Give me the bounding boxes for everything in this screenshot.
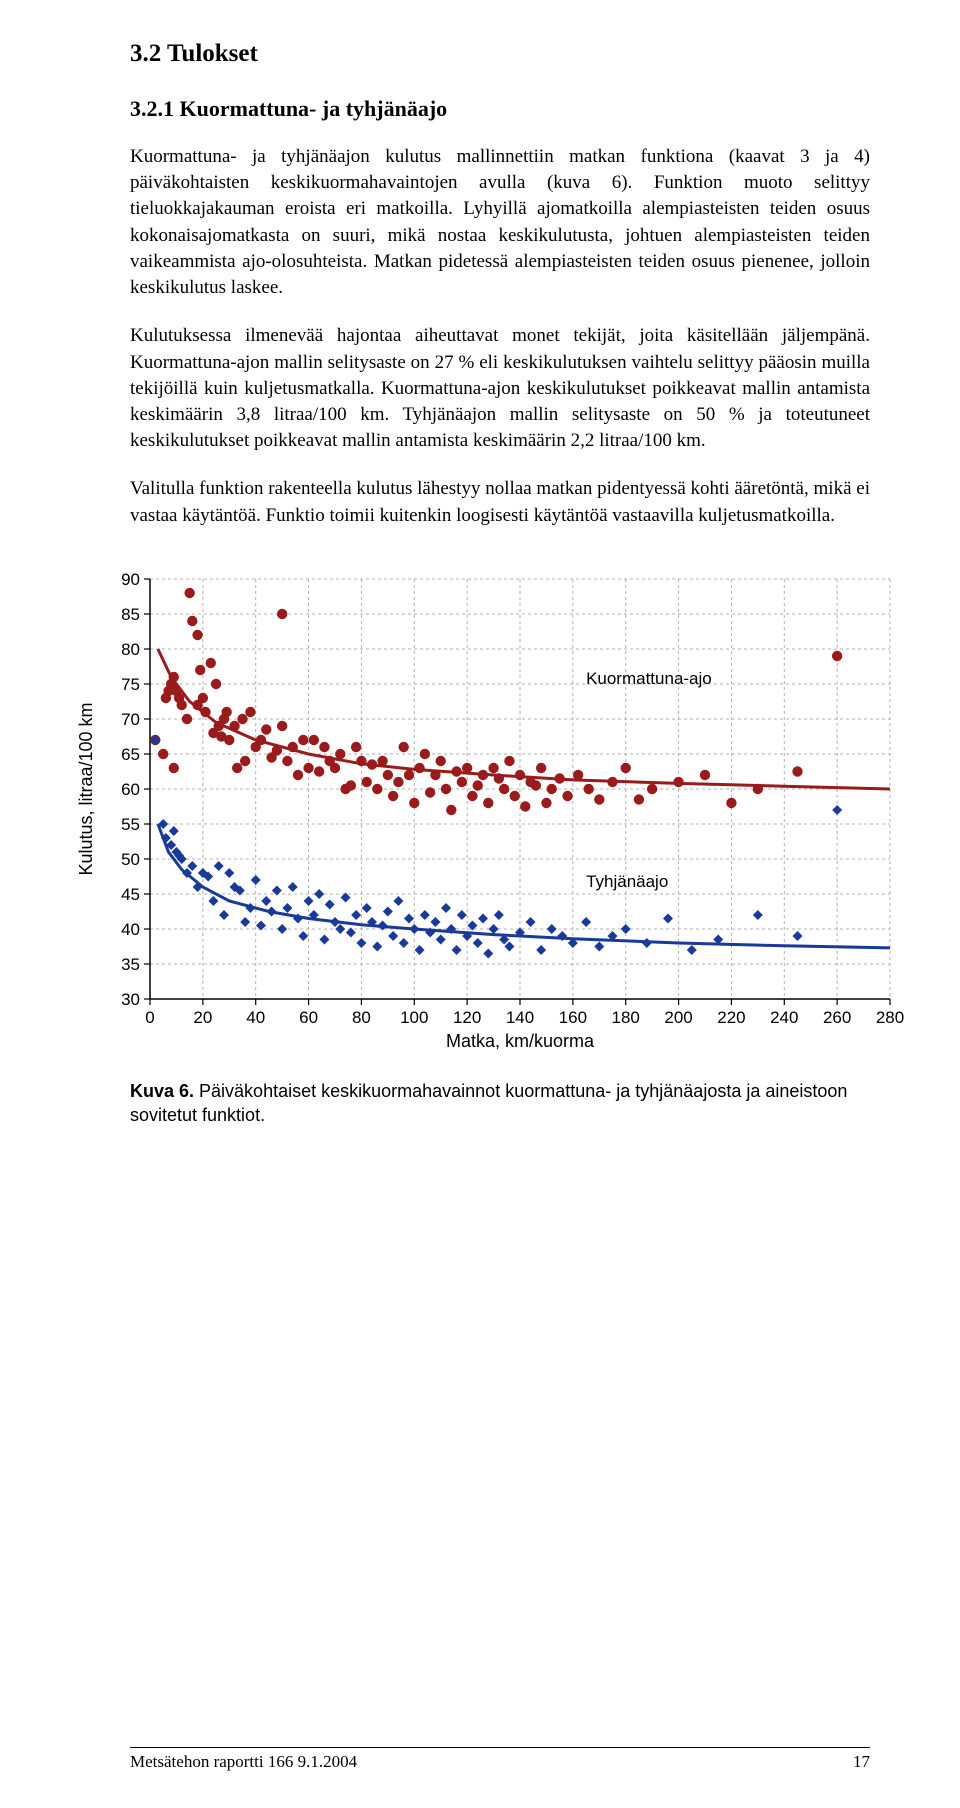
page-footer: Metsätehon raportti 166 9.1.2004 17	[130, 1747, 870, 1772]
chart-svg: 30 35 40 45 50 55 60 65 70 75 80 85 90 0 20 40 60 80 100 12…	[60, 559, 910, 1059]
svg-text:40: 40	[246, 1008, 265, 1027]
page: 3.2 Tulokset 3.2.1 Kuormattuna- ja tyhjä…	[0, 0, 960, 1808]
footer-page-number: 17	[853, 1752, 870, 1772]
caption-label: Kuva 6.	[130, 1081, 194, 1101]
svg-text:Tyhjänäajo: Tyhjänäajo	[586, 872, 668, 891]
svg-text:20: 20	[193, 1008, 212, 1027]
svg-text:200: 200	[664, 1008, 692, 1027]
svg-text:70: 70	[121, 710, 140, 729]
svg-text:60: 60	[299, 1008, 318, 1027]
svg-text:100: 100	[400, 1008, 428, 1027]
figure-caption: Kuva 6. Päiväkohtaiset keskikuormahavain…	[130, 1079, 870, 1128]
svg-text:160: 160	[559, 1008, 587, 1027]
svg-text:Matka, km/kuorma: Matka, km/kuorma	[446, 1031, 595, 1051]
svg-text:120: 120	[453, 1008, 481, 1027]
scatter-chart: 30 35 40 45 50 55 60 65 70 75 80 85 90 0 20 40 60 80 100 12…	[60, 559, 910, 1059]
svg-text:80: 80	[352, 1008, 371, 1027]
svg-text:30: 30	[121, 990, 140, 1009]
svg-text:60: 60	[121, 780, 140, 799]
footer-left: Metsätehon raportti 166 9.1.2004	[130, 1752, 357, 1772]
svg-text:45: 45	[121, 885, 140, 904]
svg-text:40: 40	[121, 920, 140, 939]
svg-text:240: 240	[770, 1008, 798, 1027]
caption-text: Päiväkohtaiset keskikuormahavainnot kuor…	[130, 1081, 847, 1125]
svg-text:180: 180	[612, 1008, 640, 1027]
svg-text:260: 260	[823, 1008, 851, 1027]
svg-text:85: 85	[121, 605, 140, 624]
paragraph-3: Valitulla funktion rakenteella kulutus l…	[130, 476, 870, 528]
svg-text:35: 35	[121, 955, 140, 974]
svg-text:50: 50	[121, 850, 140, 869]
section-title: 3.2 Tulokset	[130, 40, 870, 68]
svg-text:140: 140	[506, 1008, 534, 1027]
svg-text:65: 65	[121, 745, 140, 764]
svg-text:75: 75	[121, 675, 140, 694]
svg-text:Kuormattuna-ajo: Kuormattuna-ajo	[586, 669, 712, 688]
svg-text:Kulutus, litraa/100 km: Kulutus, litraa/100 km	[76, 702, 96, 875]
paragraph-1: Kuormattuna- ja tyhjänäajon kulutus mall…	[130, 144, 870, 301]
paragraph-2: Kulutuksessa ilmenevää hajontaa aiheutta…	[130, 323, 870, 454]
svg-text:0: 0	[145, 1008, 154, 1027]
subsection-title: 3.2.1 Kuormattuna- ja tyhjänäajo	[130, 96, 870, 122]
svg-text:90: 90	[121, 570, 140, 589]
svg-text:280: 280	[876, 1008, 904, 1027]
svg-text:80: 80	[121, 640, 140, 659]
svg-text:220: 220	[717, 1008, 745, 1027]
svg-text:55: 55	[121, 815, 140, 834]
